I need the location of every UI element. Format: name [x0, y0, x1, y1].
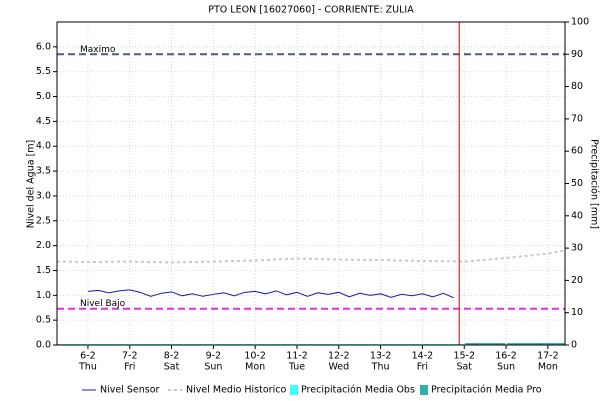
y2-tick-label: 50	[571, 178, 583, 189]
y2-tick-label: 0	[571, 340, 577, 351]
x-tick-label: 8-2	[164, 351, 180, 362]
y-tick-label: 5.0	[36, 91, 51, 102]
y2-tick-label: 40	[571, 210, 583, 221]
precip-bar	[507, 343, 547, 345]
y-axis-title: Nivel del Agua [m]	[26, 140, 37, 228]
y-tick-label: 3.5	[36, 166, 51, 177]
x-tick-weekday: Sun	[204, 362, 222, 373]
x-tick-weekday: Thu	[78, 362, 97, 373]
legend-label: Precipitación Media Obs	[301, 385, 415, 396]
x-tick-label: 7-2	[122, 351, 138, 362]
x-tick-label: 16-2	[495, 351, 517, 362]
y-tick-label: 2.5	[36, 215, 51, 226]
legend-swatch	[290, 385, 298, 395]
x-tick-label: 11-2	[286, 351, 308, 362]
x-tick-label: 14-2	[412, 351, 434, 362]
x-tick-weekday: Thu	[371, 362, 390, 373]
y2-tick-label: 100	[571, 17, 589, 28]
y2-tick-label: 60	[571, 146, 583, 157]
x-tick-weekday: Sun	[497, 362, 515, 373]
y2-tick-label: 30	[571, 243, 583, 254]
y-tick-label: 6.0	[36, 41, 51, 52]
y-tick-label: 1.5	[36, 265, 51, 276]
legend-label: Nivel Medio Historico	[186, 385, 286, 396]
y-tick-label: 2.0	[36, 240, 51, 251]
x-tick-label: 15-2	[453, 351, 475, 362]
x-tick-weekday: Mon	[245, 362, 265, 373]
y-tick-label: 1.0	[36, 290, 51, 301]
threshold-label: Maximo	[80, 45, 116, 55]
y-tick-label: 4.5	[36, 116, 51, 127]
x-tick-label: 6-2	[80, 351, 96, 362]
series-line	[87, 289, 454, 299]
x-tick-weekday: Tue	[288, 362, 305, 373]
y-tick-label: 3.0	[36, 190, 51, 201]
series-line	[56, 249, 566, 264]
precip-bar	[536, 343, 565, 345]
x-tick-weekday: Fri	[417, 362, 428, 373]
x-tick-label: 13-2	[370, 351, 392, 362]
x-tick-label: 17-2	[537, 351, 559, 362]
x-tick-weekday: Mon	[538, 362, 558, 373]
y2-tick-label: 10	[571, 307, 583, 318]
x-tick-label: 12-2	[328, 351, 350, 362]
y-tick-label: 5.5	[36, 66, 51, 77]
x-tick-weekday: Sat	[456, 362, 472, 373]
y2-tick-label: 20	[571, 275, 583, 286]
x-tick-weekday: Wed	[328, 362, 349, 373]
x-tick-weekday: Fri	[124, 362, 135, 373]
legend-swatch	[420, 385, 428, 395]
y2-tick-label: 70	[571, 113, 583, 124]
y2-tick-label: 80	[571, 81, 583, 92]
x-tick-label: 10-2	[244, 351, 266, 362]
legend-label: Precipitación Media Pro	[431, 385, 542, 396]
y-tick-label: 0.5	[36, 315, 51, 326]
precip-bar	[465, 343, 506, 345]
x-tick-label: 9-2	[206, 351, 222, 362]
y2-axis-title: Precipitación [mm]	[589, 139, 600, 229]
y2-tick-label: 90	[571, 49, 583, 60]
chart-title: PTO LEON [16027060] - CORRIENTE: ZULIA	[208, 5, 414, 16]
x-tick-weekday: Sat	[164, 362, 180, 373]
y-tick-label: 4.0	[36, 141, 51, 152]
legend-label: Nivel Sensor	[100, 385, 160, 396]
plot-frame	[56, 21, 566, 346]
threshold-label: Nivel Bajo	[80, 299, 126, 309]
y-tick-label: 0.0	[36, 340, 51, 351]
